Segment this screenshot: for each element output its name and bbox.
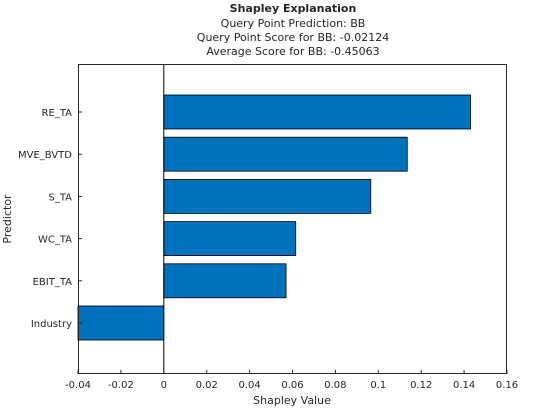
x-tick-label: -0.04 xyxy=(65,380,91,391)
chart-title: Shapley Explanation xyxy=(230,2,357,15)
bars-group xyxy=(77,94,471,341)
bar-re-ta xyxy=(163,94,471,130)
x-tick-label: 0.08 xyxy=(324,380,346,391)
x-tick-label: 0.14 xyxy=(453,380,475,391)
bar-s-ta xyxy=(163,178,372,214)
x-tick-label: 0.04 xyxy=(238,380,260,391)
x-tick-label: 0 xyxy=(161,380,167,391)
x-tick-label: 0.16 xyxy=(496,380,518,391)
y-tick-label: Industry xyxy=(31,319,72,330)
x-axis-ticks: -0.04 -0.02 0 0.02 0.04 0.06 0.08 0.1 0.12 0.14 0.… xyxy=(65,370,518,391)
bar-mve-bvtd xyxy=(163,136,408,172)
x-axis-label: Shapley Value xyxy=(253,394,331,407)
x-tick-label: 0.06 xyxy=(281,380,303,391)
x-tick-label: 0.02 xyxy=(196,380,218,391)
x-tick-label: 0.12 xyxy=(410,380,432,391)
bar-ebit-ta xyxy=(163,263,287,299)
bar-wc-ta xyxy=(163,221,297,257)
chart-subtitle-average-score: Average Score for BB: -0.45063 xyxy=(206,45,379,58)
y-tick-label: WC_TA xyxy=(38,235,72,246)
y-tick-label: EBIT_TA xyxy=(33,277,73,288)
x-tick-label: -0.02 xyxy=(108,380,134,391)
chart-subtitle-query-score: Query Point Score for BB: -0.02124 xyxy=(197,31,389,44)
y-tick-label: MVE_BVTD xyxy=(18,150,72,161)
y-tick-label: S_TA xyxy=(48,192,72,203)
x-tick-label: 0.1 xyxy=(370,380,386,391)
chart-subtitle-prediction: Query Point Prediction: BB xyxy=(221,17,366,30)
bar-industry xyxy=(77,305,165,341)
y-axis-label: Predictor xyxy=(1,194,14,244)
y-axis-ticks: RE_TA MVE_BVTD S_TA WC_TA EBIT_TA Industry xyxy=(18,108,82,330)
y-tick-label: RE_TA xyxy=(42,108,73,119)
